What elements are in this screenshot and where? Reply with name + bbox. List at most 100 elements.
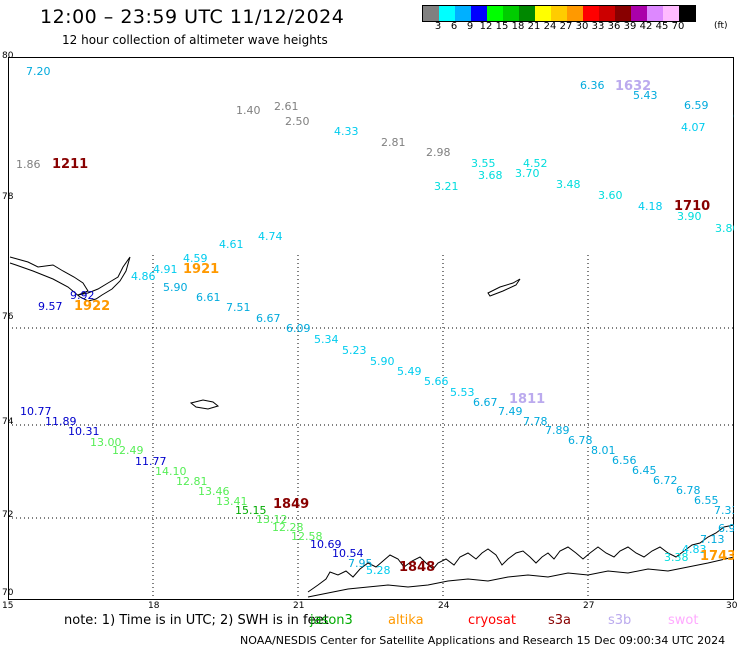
wave-height-label: 2.81: [381, 136, 406, 149]
wave-height-label: 3.60: [598, 189, 623, 202]
color-legend-value: 27: [559, 21, 573, 32]
wave-height-label: 3.55: [471, 157, 496, 170]
color-legend-value: 39: [623, 21, 637, 32]
wave-height-label: 9.92: [70, 289, 95, 302]
color-legend-value: 21: [527, 21, 541, 32]
pass-time-label: 1710: [674, 199, 710, 214]
color-swatch: [679, 6, 695, 21]
wave-height-label: 6.55: [694, 494, 719, 507]
wave-height-label: 13.00: [90, 436, 122, 449]
latitude-label: 78: [2, 192, 14, 202]
pass-time-label: 1849: [273, 497, 309, 512]
color-legend-value: 3: [434, 21, 442, 32]
color-legend-value: 18: [511, 21, 525, 32]
latitude-label: 72: [2, 510, 14, 520]
wave-height-label: 3.70: [515, 167, 540, 180]
wave-height-label: 3.48: [556, 178, 581, 191]
wave-height-label: 5.90: [370, 355, 395, 368]
wave-height-label: 6.78: [568, 434, 593, 447]
pass-time-label: 1632: [615, 79, 651, 94]
wave-height-label: 7.49: [498, 405, 523, 418]
credit-line: NOAA/NESDIS Center for Satellite Applica…: [240, 634, 726, 647]
wave-height-label: 4.61: [219, 238, 244, 251]
color-legend-value: 45: [655, 21, 669, 32]
wave-height-label: 5.28: [366, 564, 391, 577]
wave-height-label: 3.80: [715, 222, 734, 235]
page-subtitle: 12 hour collection of altimeter wave hei…: [62, 33, 328, 47]
wave-height-label: 11.89: [45, 415, 77, 428]
color-swatch: [455, 6, 471, 21]
wave-height-label: 7.95: [348, 557, 373, 570]
wave-height-label: 10.69: [310, 538, 342, 551]
latitude-label: 74: [2, 417, 14, 427]
color-swatch: [631, 6, 647, 21]
color-swatch: [519, 6, 535, 21]
wave-height-label: 13.41: [216, 495, 248, 508]
longitude-label: 30: [726, 601, 738, 611]
longitude-label: 21: [293, 601, 305, 611]
wave-height-label: 13.12: [256, 513, 288, 526]
wave-height-label: 4.18: [638, 200, 663, 213]
wave-height-label: 1.40: [236, 104, 261, 117]
color-swatch: [599, 6, 615, 21]
wave-height-label: 6.97: [718, 522, 734, 535]
color-legend-value: 30: [575, 21, 589, 32]
wave-height-label: 7.20: [26, 65, 51, 78]
grid-lines: [8, 255, 734, 600]
satellite-legend-item: jason3: [310, 613, 353, 628]
color-legend-value: 6: [450, 21, 458, 32]
wave-height-label: 7.51: [226, 301, 251, 314]
page-title: 12:00 – 23:59 UTC 11/12/2024: [40, 6, 345, 28]
color-swatch: [423, 6, 439, 21]
footnote: note: 1) Time is in UTC; 2) SWH is in fe…: [64, 613, 329, 628]
wave-height-label: 14.10: [155, 465, 187, 478]
wave-height-label: 4.91: [153, 263, 178, 276]
color-swatch: [551, 6, 567, 21]
wave-height-label: 4.83: [682, 543, 707, 556]
satellite-legend-item: cryosat: [468, 613, 516, 628]
longitude-label: 15: [2, 601, 14, 611]
color-swatch: [567, 6, 583, 21]
latitude-label: 70: [2, 588, 14, 598]
color-swatch: [647, 6, 663, 21]
wave-height-label: 15.15: [235, 504, 267, 517]
wave-height-label: 12.81: [176, 475, 208, 488]
wave-height-label: 4.59: [183, 252, 208, 265]
wave-height-label: 10.31: [68, 425, 100, 438]
wave-height-label: 5.90: [163, 281, 188, 294]
satellite-legend-item: s3b: [608, 613, 632, 628]
wave-height-label: 6.56: [612, 454, 637, 467]
wave-height-label: 7.33: [714, 504, 734, 517]
wave-height-label: 3.68: [478, 169, 503, 182]
wave-height-label: 10.77: [20, 405, 52, 418]
longitude-label: 18: [148, 601, 160, 611]
wave-height-label: 5.66: [424, 375, 449, 388]
latitude-label: 80: [2, 51, 14, 61]
pass-time-label: 1848: [399, 560, 435, 575]
satellite-legend-item: swot: [668, 613, 699, 628]
wave-height-label: 8.01: [591, 444, 616, 457]
satellite-legend-item: altika: [388, 613, 424, 628]
wave-height-label: 6.09: [286, 322, 311, 335]
wave-height-label: 2.61: [274, 100, 299, 113]
longitude-label: 24: [438, 601, 450, 611]
pass-time-label: 1811: [509, 392, 545, 407]
wave-height-label: 7.78: [523, 415, 548, 428]
wave-height-label: 1.86: [16, 158, 41, 171]
wave-height-label: 4.86: [131, 270, 156, 283]
wave-height-label: 5.34: [314, 333, 339, 346]
wave-height-label: 4.07: [681, 121, 706, 134]
wave-height-label: 6.72: [653, 474, 678, 487]
pass-time-label: 1921: [183, 262, 219, 277]
color-legend-value: 42: [639, 21, 653, 32]
wave-height-label: 12.28: [272, 521, 304, 534]
satellite-legend-item: s3a: [548, 613, 572, 628]
color-swatch: [535, 6, 551, 21]
wave-height-label: 12.58: [291, 530, 323, 543]
wave-height-label: 6.61: [196, 291, 221, 304]
wave-height-label: 6.67: [473, 396, 498, 409]
pass-time-labels: 1211 1632 1710 1921 1922 1811 1849 1848 1743: [52, 79, 734, 575]
color-swatch: [583, 6, 599, 21]
color-legend: [422, 5, 696, 22]
wave-height-label: 2.98: [426, 146, 451, 159]
